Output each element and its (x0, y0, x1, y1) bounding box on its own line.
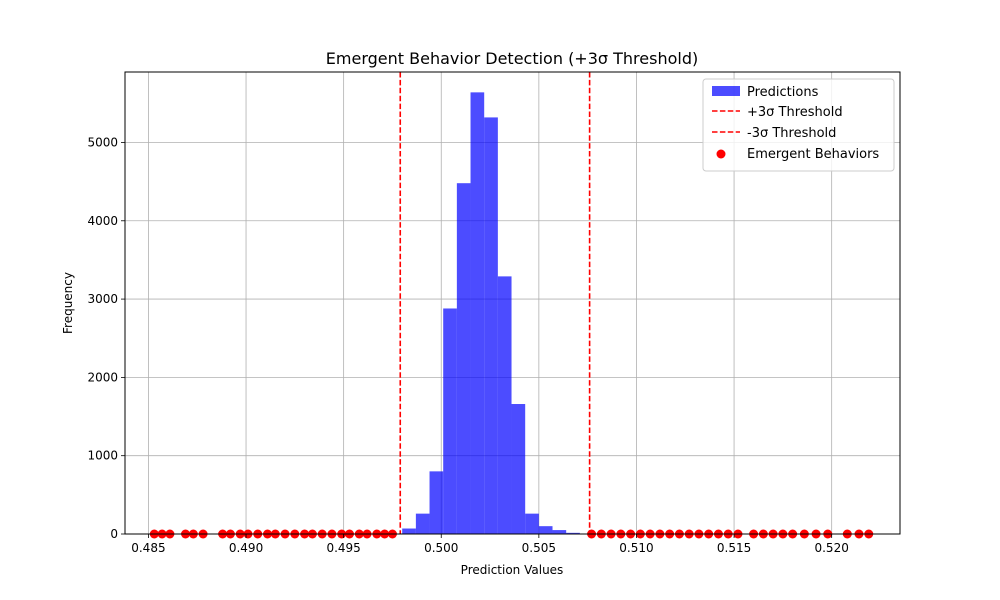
x-tick-label: 0.510 (619, 541, 653, 555)
x-tick-label: 0.515 (717, 541, 751, 555)
x-tick-label: 0.495 (326, 541, 360, 555)
histogram-bar (525, 513, 539, 534)
y-tick-label: 4000 (87, 214, 118, 228)
legend-swatch-predictions (712, 86, 740, 96)
x-axis-label: Prediction Values (461, 563, 564, 577)
y-tick-label: 0 (110, 527, 118, 541)
legend-label-predictions: Predictions (747, 85, 819, 100)
x-tick-label: 0.520 (814, 541, 848, 555)
x-tick-label: 0.485 (131, 541, 165, 555)
legend-label-plus-threshold: +3σ Threshold (747, 105, 843, 120)
histogram-bar (456, 183, 471, 534)
histogram-bar (415, 513, 430, 534)
histogram-bar (552, 530, 567, 534)
histogram-bar (538, 526, 553, 534)
threshold-lines (399, 72, 591, 534)
x-tick-label: 0.490 (229, 541, 263, 555)
y-tick-label: 3000 (87, 292, 118, 306)
y-tick-label: 5000 (87, 135, 118, 149)
y-axis-label: Frequency (61, 272, 75, 334)
legend-swatch-emergent-behaviors (716, 149, 726, 159)
legend-label-minus-threshold: -3σ Threshold (747, 126, 836, 141)
legend-label-emergent-behaviors: Emergent Behaviors (747, 147, 879, 162)
x-axis-ticks: 0.485 0.490 0.495 0.500 0.505 0.510 0.515 0.520 (131, 534, 849, 555)
histogram-bar (429, 471, 444, 534)
y-tick-label: 2000 (87, 370, 118, 384)
chart-title: Emergent Behavior Detection (+3σ Thresho… (326, 49, 698, 68)
legend-box (702, 78, 895, 172)
histogram-bar (566, 532, 580, 534)
x-tick-label: 0.500 (424, 541, 458, 555)
histogram-bar (443, 308, 457, 534)
histogram-bar (484, 117, 498, 535)
y-axis-ticks: 0 1000 2000 3000 4000 5000 (87, 135, 125, 541)
plot-frame (124, 71, 901, 535)
histogram-bar (470, 92, 485, 535)
x-tick-label: 0.505 (522, 541, 556, 555)
histogram-bar (511, 404, 526, 534)
histogram-bar (402, 528, 416, 534)
histogram-bar (497, 276, 512, 534)
y-tick-label: 1000 (87, 449, 118, 463)
histogram-bars (402, 92, 580, 535)
legend: Predictions +3σ Threshold -3σ Threshold … (702, 78, 895, 172)
